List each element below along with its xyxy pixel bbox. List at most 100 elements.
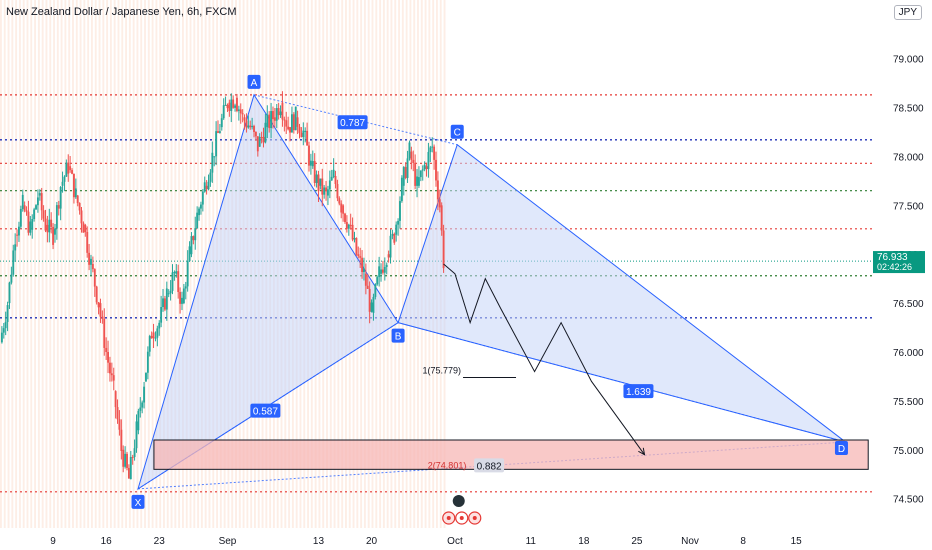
time-tick-label: 15 <box>791 536 803 547</box>
event-icon-dot <box>472 516 477 520</box>
candle-body <box>298 126 301 133</box>
session-stripe <box>7 0 10 528</box>
target-zone[interactable] <box>153 439 869 470</box>
candle-body <box>0 332 3 343</box>
candle-body <box>44 218 47 231</box>
candle-body <box>404 167 407 178</box>
candle-body <box>35 205 37 210</box>
time-tick-label: Nov <box>681 536 699 547</box>
session-stripe <box>15 0 18 528</box>
candle-body <box>389 235 392 258</box>
session-stripe <box>113 0 116 528</box>
candle-body <box>309 160 312 166</box>
ratio-label-bg <box>623 384 654 399</box>
time-axis[interactable]: 9 16 23 Sep 13 20 Oct 11 18 25 Nov 8 15 <box>0 530 873 550</box>
session-stripe <box>109 0 112 528</box>
event-icon-flag[interactable] <box>452 495 465 507</box>
point-label-b: B <box>395 332 402 343</box>
candle-body <box>275 108 278 121</box>
candle-body <box>54 228 56 235</box>
session-stripe <box>170 0 173 528</box>
candle-body <box>294 106 297 131</box>
candle-body <box>251 125 254 128</box>
candle-body <box>88 252 91 265</box>
session-stripe <box>0 0 2 528</box>
session-stripe <box>363 0 366 528</box>
candle-body <box>380 269 382 274</box>
session-stripe <box>83 0 86 528</box>
candle-body <box>173 271 176 273</box>
event-icon-dot <box>459 516 464 520</box>
candle-body <box>82 223 85 233</box>
candle-body <box>46 224 49 233</box>
candle-body <box>76 195 79 204</box>
xb-line <box>137 322 399 490</box>
candle-body <box>213 156 216 158</box>
candle-body <box>357 254 360 257</box>
time-tick-label: 16 <box>101 536 113 547</box>
session-stripe <box>30 0 33 528</box>
candle-body <box>374 284 377 297</box>
candle-body <box>245 120 248 128</box>
time-tick-label: 20 <box>366 536 378 547</box>
pattern-triangle-xab[interactable] <box>137 93 399 491</box>
candle-body <box>292 114 295 131</box>
price-tag-bg <box>873 251 925 274</box>
candle-body <box>243 117 246 121</box>
candle-body <box>158 322 161 329</box>
candle-body <box>370 302 373 312</box>
candle-body <box>234 105 237 108</box>
candle-body <box>247 125 250 128</box>
candle-body <box>71 170 73 174</box>
candle-body <box>129 457 132 480</box>
currency-badge[interactable]: JPY <box>893 5 922 20</box>
projection-path[interactable] <box>443 263 646 456</box>
pattern-triangle-bcd[interactable] <box>397 143 846 443</box>
target-label-1: 1(75.779) <box>422 365 461 375</box>
projection-line[interactable] <box>443 263 645 455</box>
candle-body <box>311 161 314 167</box>
target-label-2: 2(74.801) <box>428 460 467 470</box>
candle-body <box>201 191 204 205</box>
candle-body <box>327 189 329 196</box>
bd-line <box>397 322 846 443</box>
candle-body <box>23 205 26 211</box>
candle-body <box>344 213 346 223</box>
chart-title: New Zealand Dollar / Japanese Yen, 6h, F… <box>6 6 237 18</box>
candle-body <box>139 407 142 411</box>
candle-body <box>258 136 261 147</box>
candle-body <box>355 238 358 255</box>
candle-body <box>347 224 350 229</box>
candle-body <box>97 302 100 308</box>
session-stripe <box>121 0 124 528</box>
candle-body <box>285 120 288 127</box>
candle-body <box>10 274 13 283</box>
candle-body <box>328 180 331 190</box>
candle-body <box>167 293 170 295</box>
event-icons[interactable] <box>442 495 482 525</box>
candle-body <box>368 288 371 312</box>
candle-body <box>321 178 324 195</box>
candle-body <box>50 219 53 227</box>
candle-body <box>262 136 265 143</box>
candle-body <box>74 188 77 198</box>
time-tick-label: 13 <box>313 536 325 547</box>
session-stripe <box>140 0 143 528</box>
candle-body <box>423 164 426 170</box>
candle-body <box>156 328 159 338</box>
candle-body <box>184 286 187 289</box>
candle-body <box>435 159 437 181</box>
candle-body <box>283 119 286 121</box>
candle-body <box>349 224 352 226</box>
candle-body <box>209 172 212 182</box>
target-zone-rect[interactable] <box>153 439 869 470</box>
candle-body <box>308 145 310 166</box>
candle-body <box>93 269 96 287</box>
time-tick-label: 9 <box>50 536 56 547</box>
price-tick-label: 78.000 <box>893 152 924 163</box>
pattern-labels: X A B C D 0.587 0.787 1.639 1(75.779) 2(74.801) 0.… <box>131 74 848 509</box>
price-axis[interactable]: 74.50075.00075.50076.00076.50077.00077.5… <box>873 0 932 550</box>
point-label-x: X <box>135 498 142 509</box>
